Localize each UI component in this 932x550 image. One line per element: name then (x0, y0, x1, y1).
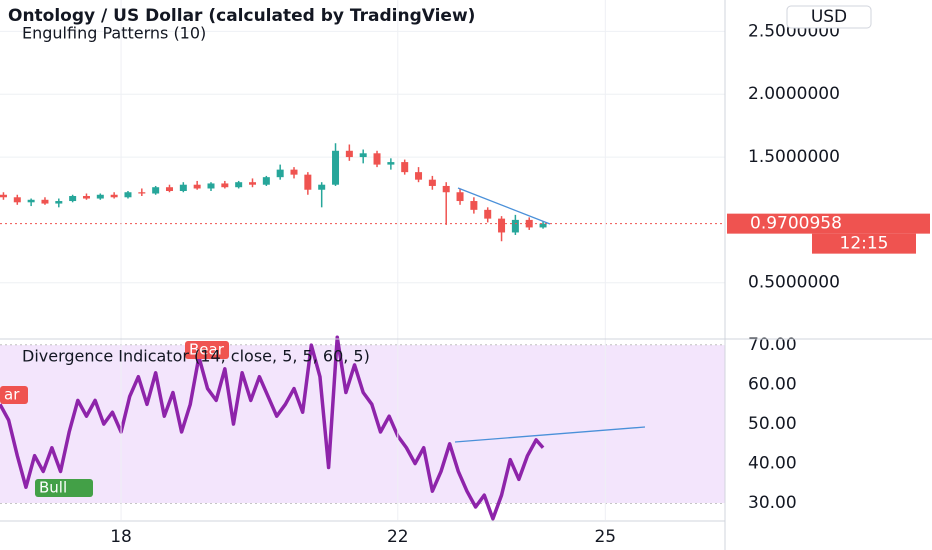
candle-body (359, 153, 367, 158)
candle-body (193, 184, 201, 189)
chart-title: Ontology / US Dollar (calculated by Trad… (8, 6, 475, 26)
candle-body (318, 184, 326, 190)
candle-body (387, 162, 395, 165)
last-price-label: 0.9700958 (750, 214, 842, 234)
candle-body (262, 177, 270, 185)
candle-body (332, 150, 340, 185)
x-tick-label: 25 (594, 527, 616, 547)
y-tick-label: 2.0000000 (748, 84, 840, 104)
y-tick-label: 30.00 (748, 493, 797, 513)
last-price-box (727, 213, 930, 234)
candle-body (539, 223, 547, 228)
candle-body (373, 153, 381, 165)
candle-body (82, 196, 90, 199)
candle-body (41, 199, 49, 204)
countdown-box (812, 233, 916, 254)
candle-body (415, 172, 423, 180)
candle-body (401, 162, 409, 173)
y-tick-label: 1.5000000 (748, 147, 840, 167)
candle-body (179, 184, 187, 191)
candle-body (442, 185, 450, 193)
signal-badge (35, 479, 93, 497)
candle-body (55, 201, 63, 204)
candle-body (470, 201, 478, 210)
candle-body (0, 194, 7, 198)
countdown-label: 12:15 (840, 234, 889, 254)
candle-body (69, 196, 77, 202)
chart-subtitle: Engulfing Patterns (10) (22, 24, 206, 43)
candle-body (13, 197, 21, 203)
candle-body (152, 187, 160, 194)
x-tick-label: 22 (387, 527, 409, 547)
trend-line (457, 187, 551, 225)
candle-body (249, 182, 257, 185)
x-tick-label: 18 (110, 527, 132, 547)
candle-body (304, 174, 312, 190)
signal-label: Bull (39, 479, 67, 497)
candle-body (456, 192, 464, 202)
candle-body (498, 218, 506, 233)
signal-badge (185, 341, 229, 359)
indicator-band (0, 345, 725, 504)
signal-label: Bear (189, 341, 225, 359)
indicator-line (0, 335, 545, 521)
indicator-title: Divergence Indicator (14, close, 5, 5, 6… (22, 347, 370, 366)
signal-label: ar (4, 386, 20, 404)
candle-body (484, 209, 492, 219)
candle-body (276, 169, 284, 178)
y-tick-label: 0.5000000 (748, 273, 840, 293)
candle-body (96, 194, 104, 199)
y-tick-label: 70.00 (748, 335, 797, 355)
signal-badge (0, 386, 28, 404)
candle-body (124, 192, 132, 198)
y-tick-label: 40.00 (748, 454, 797, 474)
candle-body (525, 219, 533, 228)
candle-body (138, 192, 146, 194)
candle-body (207, 183, 215, 189)
candle-body (165, 187, 173, 191)
candle-body (110, 194, 118, 198)
currency-label: USD (811, 7, 847, 27)
trend-line (454, 426, 646, 443)
candle-body (290, 169, 298, 175)
currency-button[interactable] (786, 5, 872, 29)
candle-body (235, 182, 243, 188)
candle-body (428, 179, 436, 186)
candle-body (345, 150, 353, 158)
candle-body (27, 199, 35, 203)
y-tick-label: 60.00 (748, 375, 797, 395)
candle-body (511, 219, 519, 233)
candle-body (221, 183, 229, 188)
y-tick-label: 50.00 (748, 414, 797, 434)
